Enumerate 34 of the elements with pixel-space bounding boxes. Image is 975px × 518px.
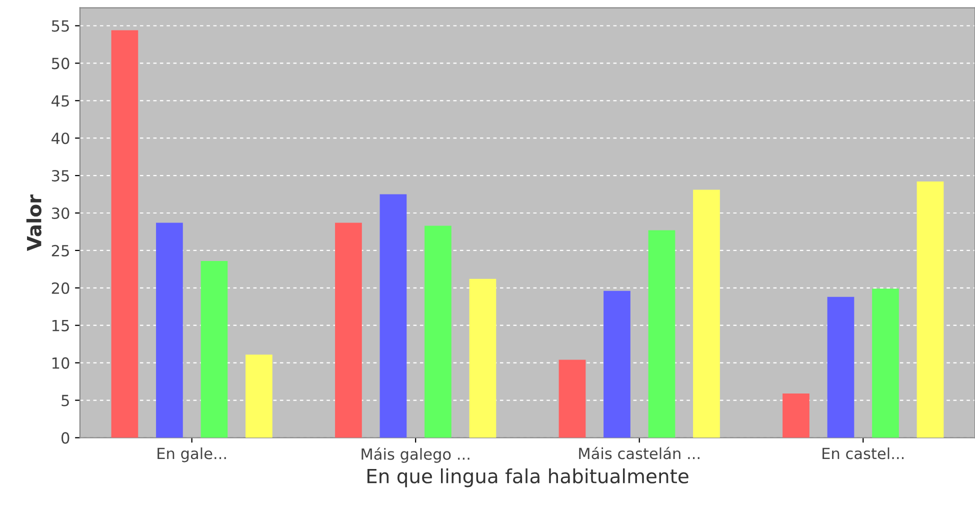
bar (469, 278, 496, 438)
y-tick-label: 25 (52, 244, 69, 256)
y-tick-label: 10 (52, 357, 70, 369)
bar (693, 190, 720, 438)
bar (335, 222, 362, 438)
bar (782, 394, 810, 438)
bar (604, 290, 630, 438)
y-tick-label: 55 (52, 20, 69, 32)
bar (246, 354, 272, 438)
bar (156, 222, 183, 438)
bar (200, 260, 228, 438)
x-tick-label: Máis galego ... (362, 447, 470, 463)
bar (648, 230, 676, 438)
y-axis-title: Valor (26, 194, 42, 252)
bar (558, 360, 586, 438)
bar (872, 288, 899, 438)
y-tick-label: 5 (62, 394, 69, 406)
bar (827, 296, 854, 438)
x-tick-label: En gale... (158, 447, 226, 462)
y-tick-label: 30 (52, 207, 70, 220)
bar (424, 226, 452, 438)
y-tick-label: 20 (52, 282, 70, 294)
y-tick-label: 0 (62, 432, 70, 444)
x-tick-label: En castel... (822, 447, 904, 460)
y-tick-label: 40 (52, 132, 70, 144)
y-tick-label: 15 (52, 320, 69, 332)
x-axis-title: En que lingua fala habitualmente (367, 468, 688, 488)
bar (111, 30, 138, 438)
bar (380, 194, 407, 438)
x-tick-label: Máis castelán ... (579, 446, 700, 460)
y-tick-label: 45 (52, 95, 69, 107)
y-tick-label: 50 (52, 58, 70, 70)
y-tick-label: 35 (52, 170, 69, 182)
bar (916, 182, 944, 438)
